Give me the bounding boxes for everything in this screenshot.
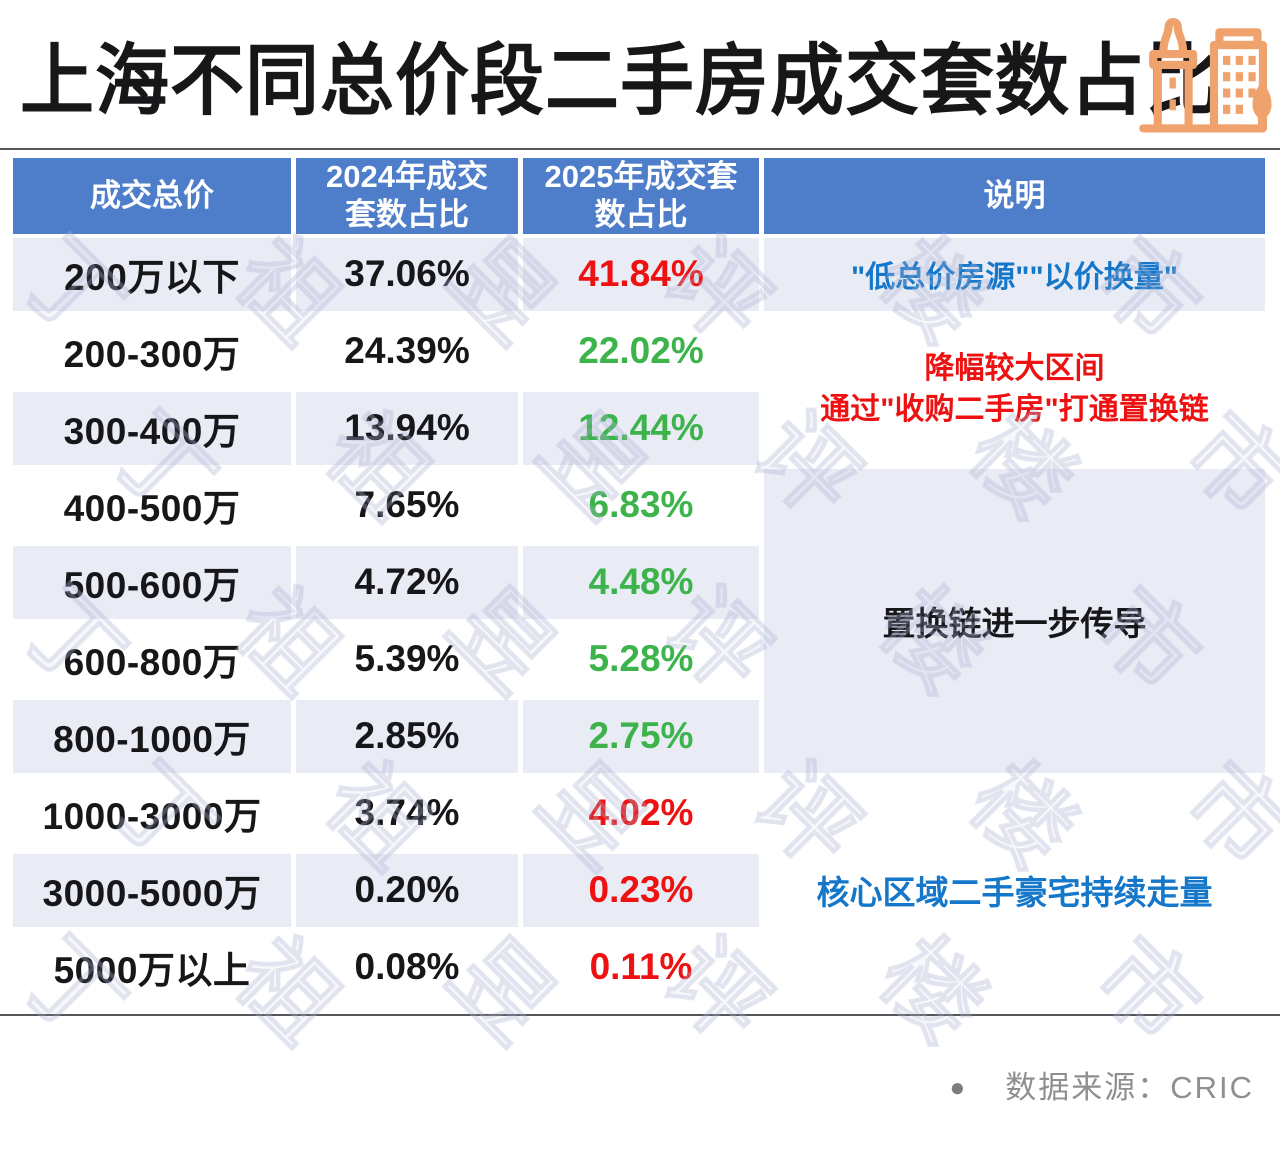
page-title: 上海不同总价段二手房成交套数占比: [20, 36, 1220, 124]
share-2024: 0.08%: [296, 930, 518, 1004]
table-row: 600-800万 5.39% 5.28%: [13, 622, 1265, 696]
data-source: ● 数据来源：CRIC: [0, 1062, 1280, 1107]
share-2025: 12.44%: [523, 391, 759, 465]
bullet-icon: ●: [949, 1071, 968, 1102]
header-row: 成交总价 2024年成交 套数占比 2025年成交套 数占比 说明: [13, 158, 1265, 234]
share-2024: 4.72%: [296, 545, 518, 619]
price-range: 600-800万: [13, 622, 291, 696]
table-row: 200万以下 37.06% 41.84% "低总价房源""以价换量": [13, 237, 1265, 311]
share-2025: 4.02%: [523, 776, 759, 850]
share-2025: 0.23%: [523, 853, 759, 927]
share-2024: 3.74%: [296, 776, 518, 850]
table-row: 5000万以上 0.08% 0.11%: [13, 930, 1265, 1004]
table-row: 400-500万 7.65% 6.83% 置换链进一步传导: [13, 468, 1265, 773]
share-2024: 37.06%: [296, 237, 518, 311]
col-header-2024-line2: 套数占比: [345, 196, 469, 232]
note-luxury-volume: 核心区域二手豪宅持续走量: [764, 776, 1265, 1004]
share-2025: 6.83%: [523, 468, 759, 542]
price-range: 800-1000万: [13, 699, 291, 773]
share-2025: 41.84%: [523, 237, 759, 311]
note-low-price: "低总价房源""以价换量": [764, 237, 1265, 311]
table-row: 200-300万 24.39% 22.02% 降幅较大区间 通过"收购二手房"打…: [13, 314, 1265, 465]
note-big-drop-line2: 通过"收购二手房"打通置换链: [820, 392, 1209, 426]
price-range: 1000-3000万: [13, 776, 291, 850]
note-big-drop: 降幅较大区间 通过"收购二手房"打通置换链: [764, 314, 1265, 465]
note-big-drop-line1: 降幅较大区间: [924, 352, 1105, 386]
data-source-label: 数据来源：CRIC: [1005, 1069, 1254, 1105]
bottom-divider: [0, 1013, 1280, 1016]
share-2024: 13.94%: [296, 391, 518, 465]
price-range: 5000万以上: [13, 930, 291, 1004]
price-range: 300-400万: [13, 391, 291, 465]
col-header-2024: 2024年成交 套数占比: [296, 158, 518, 234]
share-2025: 5.28%: [523, 622, 759, 696]
table-container: 成交总价 2024年成交 套数占比 2025年成交套 数占比 说明: [0, 150, 1280, 1008]
col-header-note-label: 说明: [983, 177, 1046, 213]
share-2024: 7.65%: [296, 468, 518, 542]
price-range: 200-300万: [13, 314, 291, 388]
table-row: 1000-3000万 3.74% 4.02% 核心区域二手豪宅持续走量: [13, 776, 1265, 1004]
col-header-price: 成交总价: [13, 158, 291, 234]
price-range: 200万以下: [13, 237, 291, 311]
share-2025: 4.48%: [523, 545, 759, 619]
price-share-table: 成交总价 2024年成交 套数占比 2025年成交套 数占比 说明: [8, 154, 1270, 1008]
buildings-icon: [1139, 18, 1272, 133]
share-2025: 2.75%: [523, 699, 759, 773]
share-2024: 2.85%: [296, 699, 518, 773]
table-row: 800-1000万 2.85% 2.75%: [13, 699, 1265, 773]
note-chain-transmission: 置换链进一步传导: [764, 468, 1265, 773]
price-range: 500-600万: [13, 545, 291, 619]
price-range: 400-500万: [13, 468, 291, 542]
table-row: 3000-5000万 0.20% 0.23%: [13, 853, 1265, 927]
col-header-note: 说明: [764, 158, 1265, 234]
share-2025: 0.11%: [523, 930, 759, 1004]
table-row: 300-400万 13.94% 12.44%: [13, 391, 1265, 465]
col-header-2025-line1: 2025年成交套: [544, 159, 738, 194]
header-band: 上海不同总价段二手房成交套数占比: [0, 0, 1280, 150]
col-header-price-label: 成交总价: [90, 177, 214, 213]
col-header-2025-line2: 数占比: [594, 196, 688, 232]
share-2024: 5.39%: [296, 622, 518, 696]
price-range: 3000-5000万: [13, 853, 291, 927]
col-header-2024-line1: 2024年成交: [326, 159, 488, 194]
col-header-2025: 2025年成交套 数占比: [523, 158, 759, 234]
table-row: 500-600万 4.72% 4.48%: [13, 545, 1265, 619]
share-2025: 22.02%: [523, 314, 759, 388]
share-2024: 0.20%: [296, 853, 518, 927]
share-2024: 24.39%: [296, 314, 518, 388]
